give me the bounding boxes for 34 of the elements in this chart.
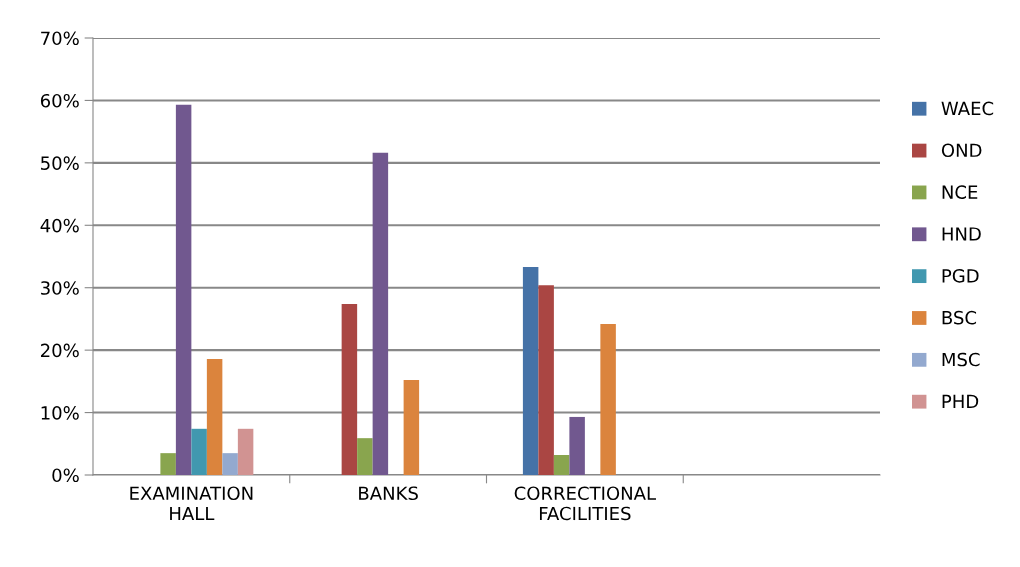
legend-label: PHD xyxy=(942,394,979,408)
y-tick-label: 30% xyxy=(41,281,79,295)
y-tick-label: 70% xyxy=(41,31,79,46)
x-tick-label: BANKS xyxy=(359,486,418,501)
bar xyxy=(372,152,389,475)
legend-label: MSC xyxy=(942,352,980,367)
y-tick-label: 40% xyxy=(40,218,79,233)
legend-label: PGD xyxy=(942,269,979,283)
legend-label: BSC xyxy=(942,310,977,325)
bar xyxy=(206,358,223,475)
y-tick-label: 0% xyxy=(52,468,79,483)
bar xyxy=(160,453,176,475)
y-tick-label: 10% xyxy=(41,406,79,420)
bar xyxy=(357,438,373,475)
bar xyxy=(403,380,420,475)
bar xyxy=(553,455,570,475)
bar xyxy=(600,323,616,475)
legend-label: WAEC xyxy=(941,101,994,116)
legend-label: NCE xyxy=(942,185,978,199)
bar xyxy=(522,267,539,475)
bar xyxy=(191,428,207,475)
bar xyxy=(175,104,192,475)
bar xyxy=(569,416,585,475)
bar xyxy=(341,303,358,475)
x-tick-label: EXAMINATION HALL xyxy=(130,486,253,521)
bar xyxy=(538,285,554,475)
y-tick-label: 60% xyxy=(40,93,79,108)
x-tick-label: CORRECTIONAL FACILITIES xyxy=(514,486,656,521)
bar xyxy=(237,428,254,475)
legend-label: OND xyxy=(941,143,982,158)
bar xyxy=(222,453,238,475)
y-tick-label: 20% xyxy=(41,343,79,358)
y-tick-label: 50% xyxy=(41,156,79,170)
legend-label: HND xyxy=(942,227,981,241)
